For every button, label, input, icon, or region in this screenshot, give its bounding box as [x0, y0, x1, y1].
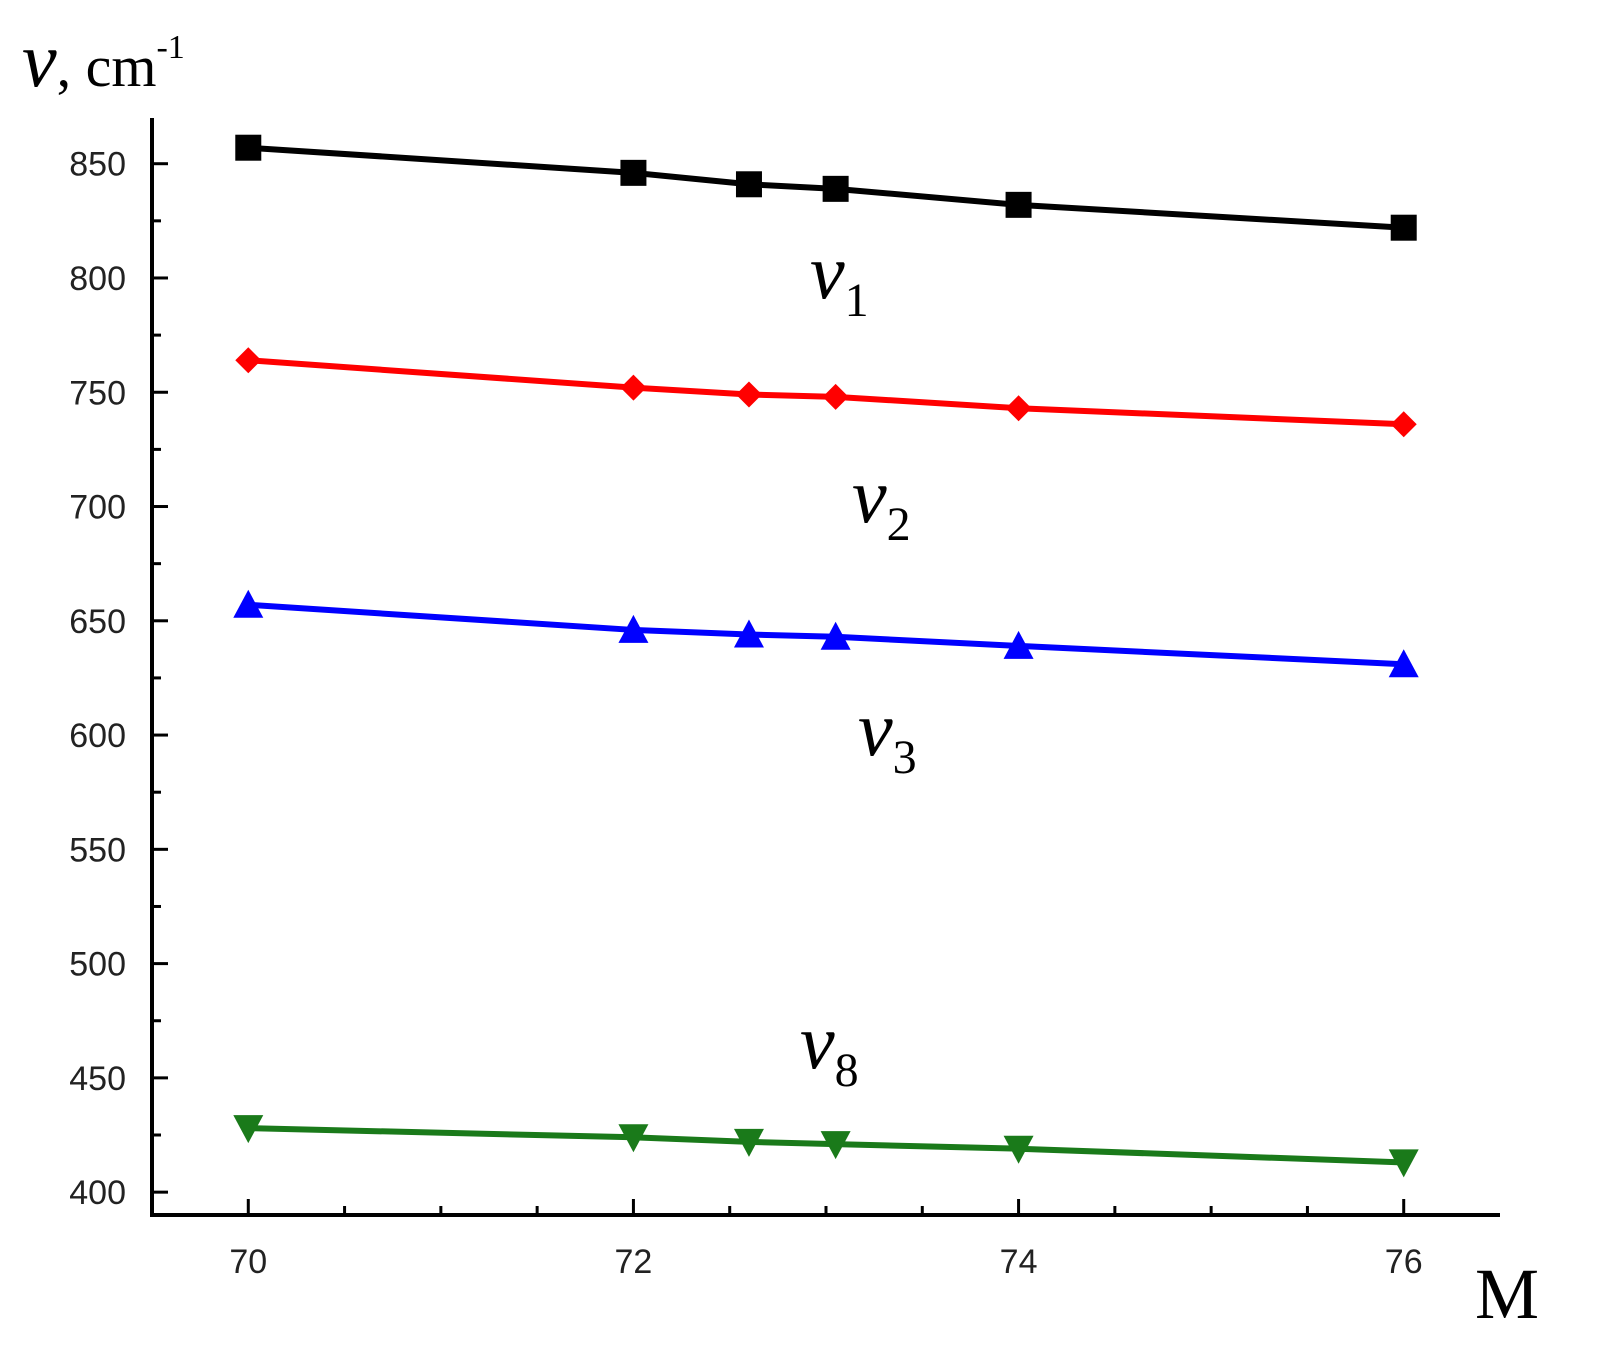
data-point-ν8 [233, 1115, 264, 1144]
y-tick-label: 450 [69, 1060, 126, 1098]
series-label-symbol: ν [852, 452, 887, 539]
data-point-ν3 [1003, 630, 1034, 659]
data-point-ν3 [820, 621, 851, 650]
y-tick-label: 650 [69, 603, 126, 641]
y-tick-label: 700 [69, 489, 126, 527]
x-ticks: 70 72 74 76 [229, 1199, 1423, 1281]
y-tick-label: 850 [69, 146, 126, 184]
data-point-ν8 [618, 1124, 649, 1153]
data-point-ν1 [1390, 214, 1417, 241]
data-point-ν8 [820, 1131, 851, 1160]
series-label-subscript: 8 [835, 1044, 859, 1097]
series-line-ν1 [245, 144, 1407, 231]
series-label-symbol: ν [810, 228, 845, 315]
y-axis-unit: , cm [57, 34, 157, 99]
series-markers [233, 134, 1419, 1178]
series-label-symbol: ν [858, 685, 893, 772]
y-tick-label: 600 [69, 717, 126, 755]
data-point-ν1 [822, 175, 849, 202]
series-line-ν3 [245, 601, 1407, 668]
x-tick-label: 70 [229, 1243, 267, 1281]
series-label-ν2: ν2 [852, 452, 911, 551]
y-tick-label: 400 [69, 1174, 126, 1212]
y-axis-title: ν, cm-1 [22, 16, 185, 103]
x-tick-label: 76 [1385, 1243, 1423, 1281]
series-line-ν8 [245, 1125, 1407, 1166]
y-tick-label: 550 [69, 831, 126, 869]
data-point-ν2 [822, 383, 849, 410]
data-point-ν1 [620, 159, 647, 186]
series-label-subscript: 2 [887, 498, 911, 551]
series-line-ν2 [245, 357, 1407, 428]
series-label-ν8: ν8 [800, 998, 859, 1097]
series-label-symbol: ν [800, 998, 835, 1085]
y-tick-label: 500 [69, 946, 126, 984]
data-point-ν3 [1388, 649, 1419, 678]
y-tick-label: 750 [69, 374, 126, 412]
series-label-subscript: 1 [845, 274, 869, 327]
data-point-ν2 [1390, 411, 1417, 438]
data-point-ν1 [1005, 191, 1032, 218]
x-tick-label: 72 [615, 1243, 653, 1281]
x-axis-title: M [1475, 1254, 1539, 1334]
x-tick-label: 74 [1000, 1243, 1038, 1281]
data-point-ν8 [1003, 1135, 1034, 1164]
y-ticks: 400 450 500 550 600 650 700 750 800 850 [69, 146, 168, 1212]
data-point-ν8 [1388, 1149, 1419, 1178]
series-label-ν1: ν1 [810, 228, 869, 327]
series-label-subscript: 3 [893, 731, 917, 784]
data-point-ν8 [733, 1128, 764, 1157]
data-point-ν2 [1005, 395, 1032, 422]
data-point-ν2 [620, 374, 647, 401]
series-label-ν3: ν3 [858, 685, 917, 784]
y-axis-symbol: ν [22, 16, 57, 103]
data-point-ν3 [233, 589, 264, 618]
data-point-ν3 [618, 614, 649, 643]
y-axis-unit-exponent: -1 [156, 29, 184, 66]
series-lines [245, 144, 1407, 1166]
data-point-ν2 [235, 347, 262, 374]
data-point-ν1 [735, 171, 762, 198]
data-point-ν1 [235, 134, 262, 161]
y-tick-label: 800 [69, 260, 126, 298]
data-point-ν3 [733, 619, 764, 648]
data-point-ν2 [735, 381, 762, 408]
